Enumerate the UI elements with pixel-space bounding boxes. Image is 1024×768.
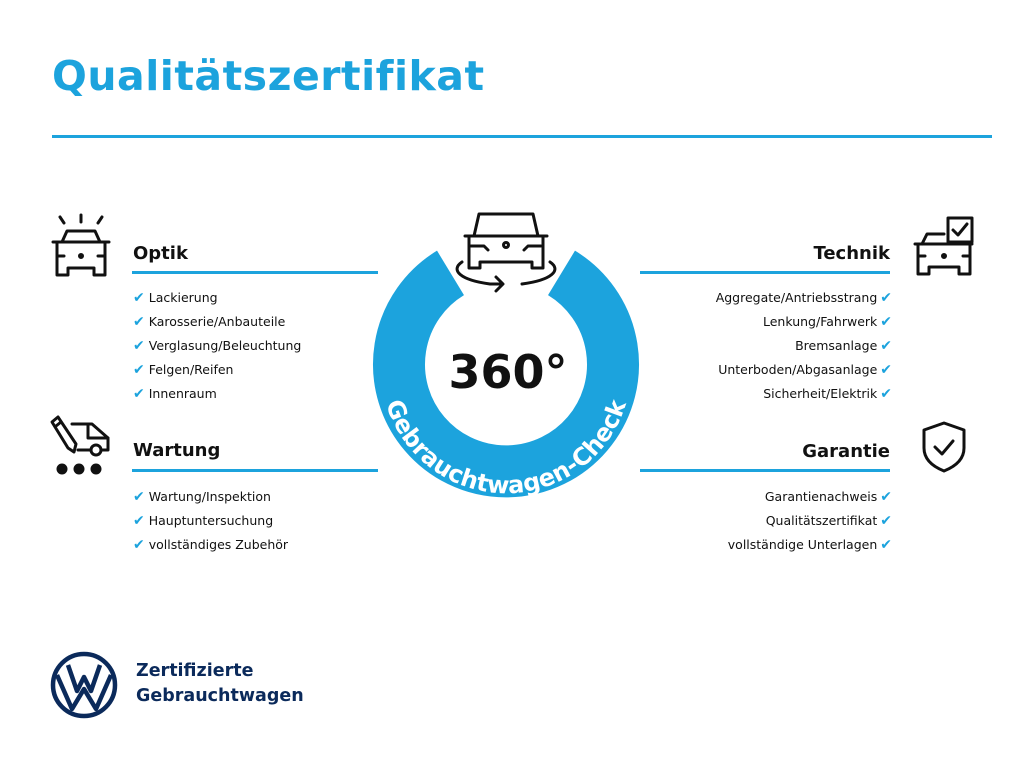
van-pencil-icon	[50, 415, 110, 475]
check-icon: ✔	[133, 537, 145, 553]
optik-list: ✔ Lackierung ✔ Karosserie/Anbauteile ✔ Verg…	[133, 286, 301, 406]
shield-check-icon	[922, 421, 966, 473]
list-item: ✔ Wartung/Inspektion	[133, 489, 271, 505]
section-heading-garantie: Garantie	[802, 441, 890, 462]
section-heading-technik: Technik	[813, 243, 890, 264]
section-heading-optik: Optik	[133, 243, 188, 264]
list-item: Unterboden/Abgasanlage ✔	[718, 362, 892, 378]
check-icon: ✔	[133, 386, 145, 402]
garantie-list: Garantienachweis ✔ Qualitätszertifikat ✔ v…	[728, 485, 892, 557]
wartung-list: ✔ Wartung/Inspektion ✔ Hauptuntersuchung ✔…	[133, 485, 288, 557]
check-icon: ✔	[880, 386, 892, 402]
check-icon: ✔	[880, 513, 892, 529]
car-checkbox-icon	[913, 216, 974, 276]
list-item: ✔ Felgen/Reifen	[133, 362, 234, 378]
check-icon: ✔	[133, 513, 145, 529]
list-item: Bremsanlage ✔	[795, 338, 892, 354]
page-title: Qualitätszertifikat	[52, 52, 485, 100]
section-heading-wartung: Wartung	[133, 440, 221, 461]
section-divider	[640, 469, 890, 472]
section-divider	[132, 469, 378, 472]
check-icon: ✔	[880, 338, 892, 354]
check-icon: ✔	[880, 489, 892, 505]
ring-arc	[373, 250, 639, 498]
check-icon: ✔	[880, 537, 892, 553]
list-item: ✔ Hauptuntersuchung	[133, 513, 274, 529]
list-item: Sicherheit/Elektrik ✔	[763, 386, 892, 402]
check-icon: ✔	[133, 314, 145, 330]
check-icon: ✔	[133, 489, 145, 505]
list-item: Aggregate/Antriebsstrang ✔	[715, 290, 892, 306]
section-divider	[132, 271, 378, 274]
list-item: Garantienachweis ✔	[764, 489, 892, 505]
title-divider	[52, 135, 992, 138]
check-icon: ✔	[880, 290, 892, 306]
car-lights-icon	[51, 213, 111, 277]
list-item: Lenkung/Fahrwerk ✔	[763, 314, 892, 330]
360-check-badge: Gebrauchtwagen-Check 360°	[373, 212, 639, 500]
car-rotate-icon	[455, 212, 557, 293]
list-item: ✔ vollständiges Zubehör	[133, 537, 289, 553]
brand-text: Zertifizierte Gebrauchtwagen	[136, 661, 304, 706]
list-item: ✔ Innenraum	[133, 386, 217, 402]
section-divider	[640, 271, 890, 274]
list-item: vollständige Unterlagen ✔	[727, 537, 892, 553]
technik-list: Aggregate/Antriebsstrang ✔ Lenkung/Fahrwe…	[716, 286, 892, 406]
check-icon: ✔	[880, 362, 892, 378]
list-item: ✔ Lackierung	[133, 290, 218, 306]
check-icon: ✔	[880, 314, 892, 330]
check-icon: ✔	[133, 338, 145, 354]
list-item: ✔ Karosserie/Anbauteile	[133, 314, 286, 330]
list-item: Qualitätszertifikat ✔	[765, 513, 892, 529]
check-icon: ✔	[133, 290, 145, 306]
list-item: ✔ Verglasung/Beleuchtung	[133, 338, 302, 354]
vw-logo	[50, 651, 118, 719]
check-icon: ✔	[133, 362, 145, 378]
360-label: 360°	[448, 345, 567, 399]
